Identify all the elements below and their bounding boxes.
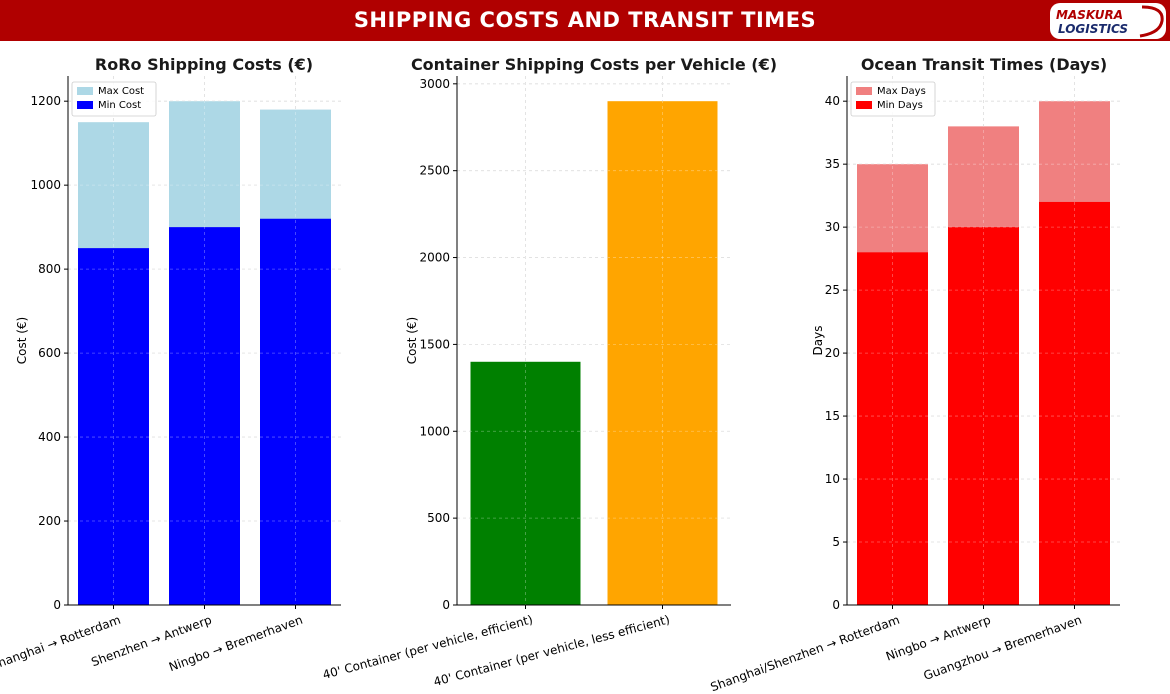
y-tick-label: 0 [53, 598, 61, 612]
bar-min-cost-3 [260, 218, 331, 605]
chart-title: RoRo Shipping Costs (€) [95, 55, 313, 74]
bar-min-cost-1 [78, 248, 149, 605]
chart-title: Container Shipping Costs per Vehicle (€) [411, 55, 777, 74]
x-tick-label: Guangzhou → Bremerhaven [922, 613, 1084, 683]
y-tick-label: 400 [38, 430, 61, 444]
y-axis-label: Cost (€) [405, 317, 419, 365]
y-tick-label: 5 [832, 535, 840, 549]
y-tick-label: 1200 [30, 94, 61, 108]
y-tick-label: 2000 [419, 251, 450, 265]
legend-swatch-max-days [856, 87, 872, 95]
bar-1 [470, 361, 581, 605]
logo: MASKURA LOGISTICS [1050, 3, 1166, 39]
legend-label-min-cost: Min Cost [98, 100, 141, 111]
y-tick-label: 40 [825, 94, 840, 108]
logo-line1: MASKURA [1056, 8, 1123, 22]
y-tick-label: 800 [38, 262, 61, 276]
y-tick-label: 200 [38, 514, 61, 528]
y-tick-label: 10 [825, 472, 840, 486]
legend-label-min-days: Min Days [877, 100, 923, 111]
y-tick-label: 600 [38, 346, 61, 360]
legend-swatch-min-days [856, 101, 872, 109]
bar-min-days-3 [1039, 201, 1110, 605]
y-axis-label: Cost (€) [15, 317, 29, 365]
bar-2 [607, 101, 718, 605]
y-tick-label: 25 [825, 283, 840, 297]
x-tick-label: Shanghai/Shenzhen → Rotterdam [709, 613, 902, 694]
bar-min-days-1 [857, 252, 928, 606]
y-tick-label: 1000 [419, 424, 450, 438]
y-tick-label: 500 [427, 511, 450, 525]
legend-swatch-max-cost [77, 87, 93, 95]
y-tick-label: 1000 [30, 178, 61, 192]
legend-label-max-cost: Max Cost [98, 86, 144, 97]
y-tick-label: 20 [825, 346, 840, 360]
y-tick-label: 0 [832, 598, 840, 612]
y-tick-label: 3000 [419, 77, 450, 91]
y-tick-label: 35 [825, 157, 840, 171]
page-title: SHIPPING COSTS AND TRANSIT TIMES [353, 8, 817, 32]
y-tick-label: 2500 [419, 164, 450, 178]
bar-min-cost-2 [169, 227, 240, 605]
legend-label-max-days: Max Days [877, 86, 926, 97]
y-tick-label: 30 [825, 220, 840, 234]
y-tick-label: 0 [442, 598, 450, 612]
bar-min-days-2 [948, 227, 1019, 605]
x-tick-label: 40' Container (per vehicle, less efficie… [432, 612, 671, 689]
y-tick-label: 15 [825, 409, 840, 423]
transit-times-chart: 0 5 10 15 20 25 30 35 40 Shanghai/Shenzhen → Rott… [709, 55, 1120, 694]
chart-title: Ocean Transit Times (Days) [861, 55, 1107, 74]
y-axis-label: Days [811, 326, 825, 356]
container-costs-chart: 0 500 1000 1500 2000 2500 3000 40' Container (p… [321, 55, 777, 689]
y-tick-label: 1500 [419, 337, 450, 351]
logo-line2: LOGISTICS [1058, 22, 1128, 36]
legend-swatch-min-cost [77, 101, 93, 109]
x-tick-label: 40' Container (per vehicle, efficient) [321, 612, 534, 682]
title-banner [0, 0, 1170, 41]
